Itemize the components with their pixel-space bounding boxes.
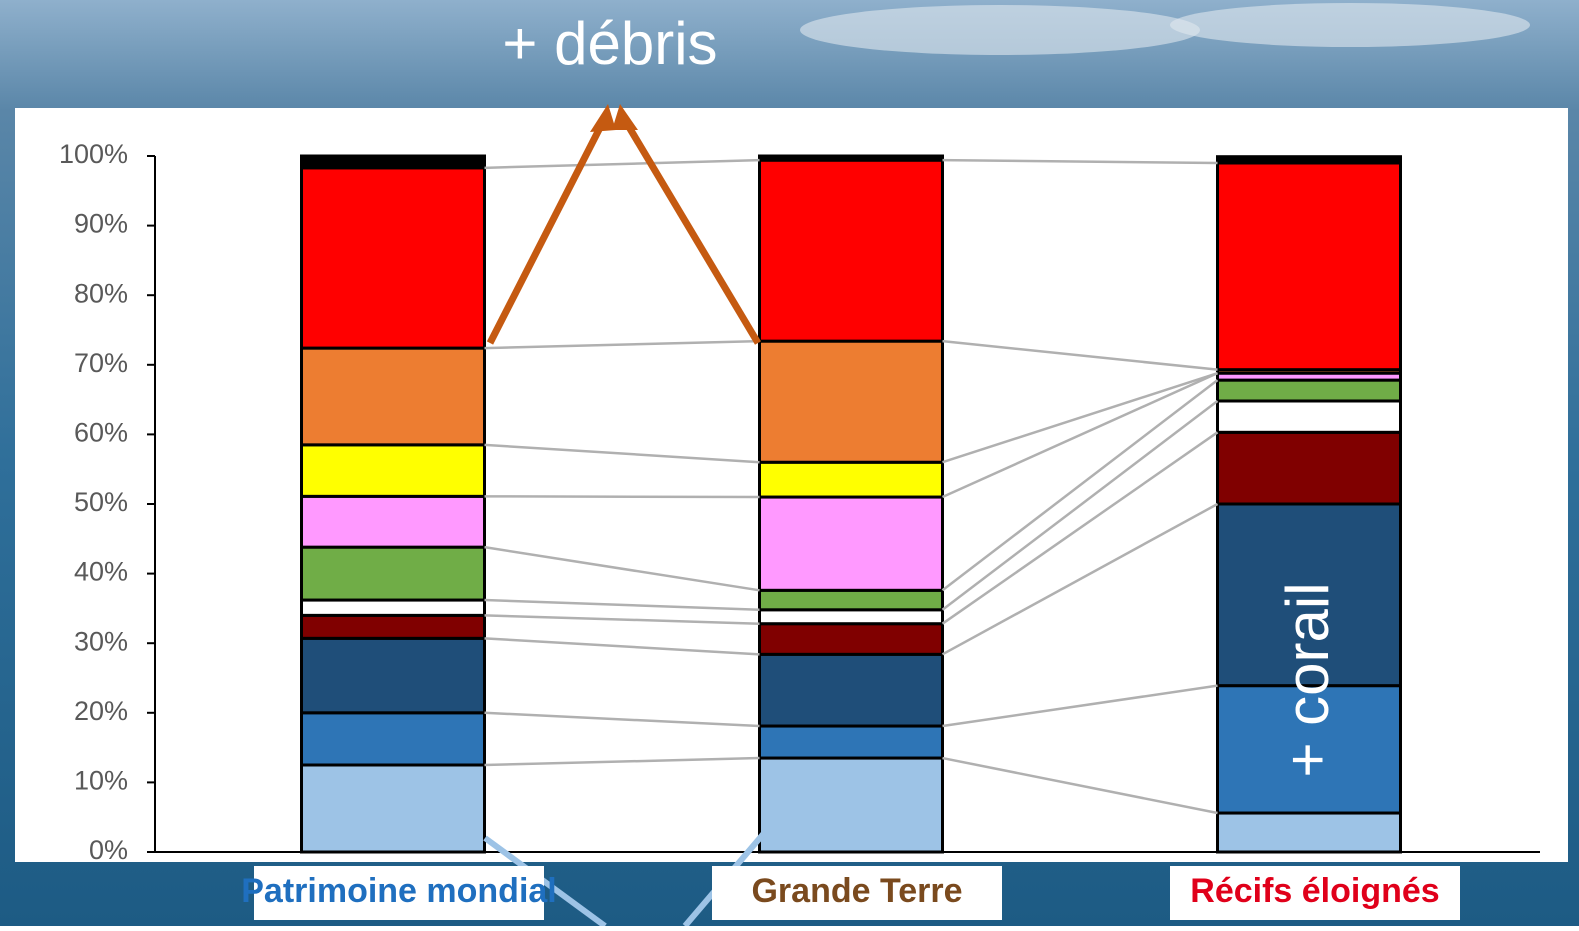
y-tick-label: 0% — [89, 835, 128, 865]
bar-segment — [1218, 157, 1401, 163]
cloud — [1170, 3, 1530, 47]
y-tick-label: 50% — [74, 487, 128, 517]
bar-segment — [760, 497, 943, 590]
bar-segment — [760, 624, 943, 655]
bar-segment — [302, 547, 485, 600]
annotation: + corail — [1274, 582, 1341, 777]
bar-segment — [302, 168, 485, 348]
bar-segment — [302, 156, 485, 168]
bar-segment — [302, 445, 485, 497]
cloud — [800, 5, 1200, 55]
bar-segment — [760, 726, 943, 758]
bar-segment — [302, 713, 485, 765]
bar-segment — [1218, 163, 1401, 370]
bar-segment — [760, 341, 943, 462]
bar-segment — [760, 462, 943, 497]
bar-segment — [760, 758, 943, 852]
x-tick-label: Récifs éloignés — [1190, 872, 1439, 910]
bar-segment — [302, 496, 485, 547]
bar-segment — [760, 590, 943, 609]
y-tick-label: 20% — [74, 696, 128, 726]
bar-segment — [1218, 380, 1401, 401]
bar-segment — [760, 610, 943, 624]
bar-segment — [760, 156, 943, 160]
bar-segment — [760, 160, 943, 341]
bar-segment — [302, 600, 485, 615]
slide: 0% 10% 20% 30% 40% 50% 60% 70% 80% 90% 100% + débr… — [0, 0, 1579, 926]
y-tick-label: 10% — [74, 766, 128, 796]
bar-segment — [760, 654, 943, 726]
y-tick-label: 60% — [74, 418, 128, 448]
annotation: + débris — [502, 10, 717, 77]
y-tick-label: 40% — [74, 557, 128, 587]
bar-segment — [302, 638, 485, 712]
bar-segment — [1218, 401, 1401, 432]
y-tick-label: 100% — [59, 139, 128, 169]
y-tick-label: 90% — [74, 209, 128, 239]
y-tick-label: 80% — [74, 278, 128, 308]
bar-segment — [1218, 813, 1401, 852]
bar-segment — [302, 765, 485, 852]
bar-segment — [1218, 432, 1401, 504]
bar-segment — [302, 348, 485, 445]
y-tick-label: 70% — [74, 348, 128, 378]
connector — [485, 496, 760, 497]
bar-segment — [302, 615, 485, 638]
x-tick-label: Grande Terre — [751, 872, 962, 910]
x-tick-label: Patrimoine mondial — [241, 872, 557, 910]
y-tick-label: 30% — [74, 626, 128, 656]
